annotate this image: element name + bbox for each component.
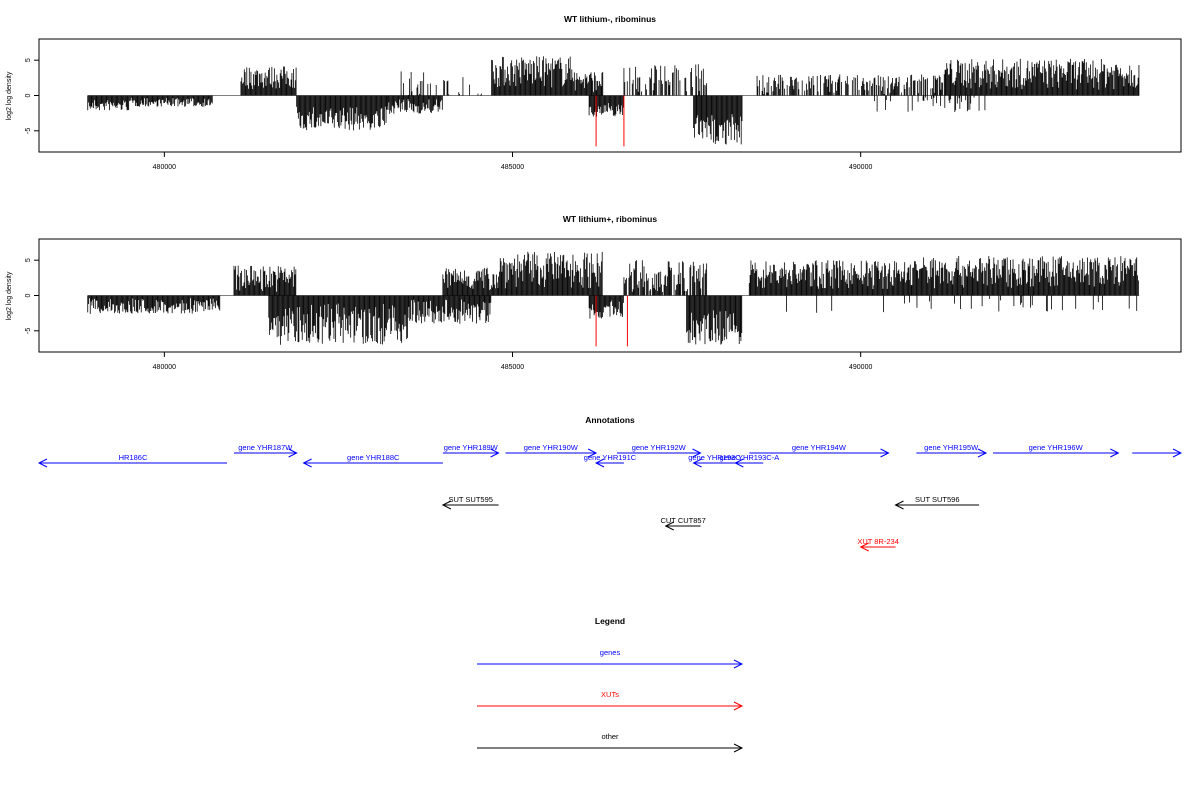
y-tick-label: -5 [25,328,32,334]
feature-label: gene YHR192W [632,443,687,452]
annotation-track: Annotations HR186C gene YHR187W gene YHR18… [37,415,1183,552]
signal-bars [87,56,1140,147]
arrow-head-icon [441,500,452,510]
feature-label: gene YHR190W [524,443,579,452]
arrow-head-icon [734,458,744,468]
arrow-head-icon [692,458,702,468]
legend-label: genes [600,648,621,657]
arrow-head-icon [733,701,744,711]
annotation-feature: gene YHR193C-A [719,453,779,468]
annotation-feature: HR186C [37,453,228,468]
feature-label: gene YHR195W [924,443,979,452]
annotation-feature: XUT 8R-234 [857,537,899,552]
panel-title: WT lithium+, ribominus [563,214,657,224]
axes: 480000 485000 490000 -5 0 5 [25,258,872,371]
arrow-head-icon [1110,448,1120,458]
y-tick-label: 5 [25,258,32,262]
feature-label: gene YHR189W [444,443,499,452]
annotation-feature: gene YHR191C [584,453,637,468]
feature-label: gene YHR188C [347,453,400,462]
x-tick-label: 485000 [501,164,524,171]
annotation-feature: gene YHR193C [688,453,741,468]
arrow-head-icon [692,448,702,458]
annotation-feature: gene YHR196W [992,443,1120,458]
legend-entries: genes XUTs other [477,648,744,753]
annotation-feature: gene YHR187W [233,443,298,458]
legend-label: XUTs [601,690,619,699]
annotation-features: HR186C gene YHR187W gene YHR188C gene YHR18… [37,443,1183,552]
x-tick-label: 480000 [153,364,176,371]
legend-entry: genes [477,648,744,669]
y-axis-label: log2 log density [6,71,13,120]
feature-label: gene YHR191C [584,453,637,462]
x-tick-label: 485000 [501,364,524,371]
arrow-head-icon [894,500,904,510]
feature-label: gene YHR187W [238,443,293,452]
panel-title: WT lithium-, ribominus [564,14,656,24]
signal-bars [87,251,1140,347]
feature-label: CUT CUT857 [660,516,705,525]
x-tick-label: 490000 [849,364,872,371]
x-tick-label: 480000 [153,164,176,171]
track-panel-lithium-plus: WT lithium+, ribominus log2 log density … [6,214,1182,371]
annotation-feature: gene YHR192W [616,443,702,458]
feature-label: SUT SUT595 [448,495,492,504]
annotation-feature: SUT SUT595 [441,495,499,510]
y-tick-label: 0 [25,93,32,97]
y-axis-label: log2 log density [6,271,13,320]
feature-label: HR186C [119,453,148,462]
arrow-head-icon [288,448,298,458]
feature-label: gene YHR193C [688,453,741,462]
track-panel-lithium-minus: WT lithium-, ribominus log2 log density … [6,14,1182,171]
arrow-head-icon [594,458,605,468]
legend-entry: XUTs [477,690,744,711]
feature-label: gene YHR196W [1029,443,1084,452]
feature-label: SUT SUT596 [915,495,959,504]
feature-label: XUT 8R-234 [857,537,899,546]
annotation-feature: SUT SUT596 [894,495,980,510]
arrow-head-icon [880,448,890,458]
arrow-head-icon [664,521,674,531]
annotations-title: Annotations [585,415,635,425]
arrow-head-icon [859,542,869,552]
annotation-feature: gene YHR194W [749,443,890,458]
arrow-head-icon [302,458,312,468]
y-tick-label: -5 [25,128,32,134]
arrow-head-icon [1172,448,1183,458]
feature-label: gene YHR193C-A [719,453,779,462]
x-tick-label: 490000 [849,164,872,171]
legend: Legend genes XUTs other [477,616,744,753]
legend-entry: other [477,732,744,753]
legend-title: Legend [595,616,625,626]
arrow-head-icon [587,448,598,458]
arrow-head-icon [733,743,744,753]
annotation-feature: gene YHR190W [505,443,598,458]
annotation-feature [1132,448,1183,458]
annotation-feature: gene YHR195W [916,443,988,458]
annotation-feature: gene YHR189W [442,443,500,458]
arrow-head-icon [977,448,988,458]
arrow-head-icon [37,458,48,468]
annotation-feature: gene YHR188C [302,453,443,468]
arrow-head-icon [733,659,744,669]
axes: 480000 485000 490000 -5 0 5 [25,58,872,171]
y-tick-label: 5 [25,58,32,62]
annotation-feature: CUT CUT857 [660,516,706,531]
y-tick-label: 0 [25,293,32,297]
legend-label: other [601,732,619,741]
feature-label: gene YHR194W [792,443,847,452]
arrow-head-icon [490,448,500,458]
